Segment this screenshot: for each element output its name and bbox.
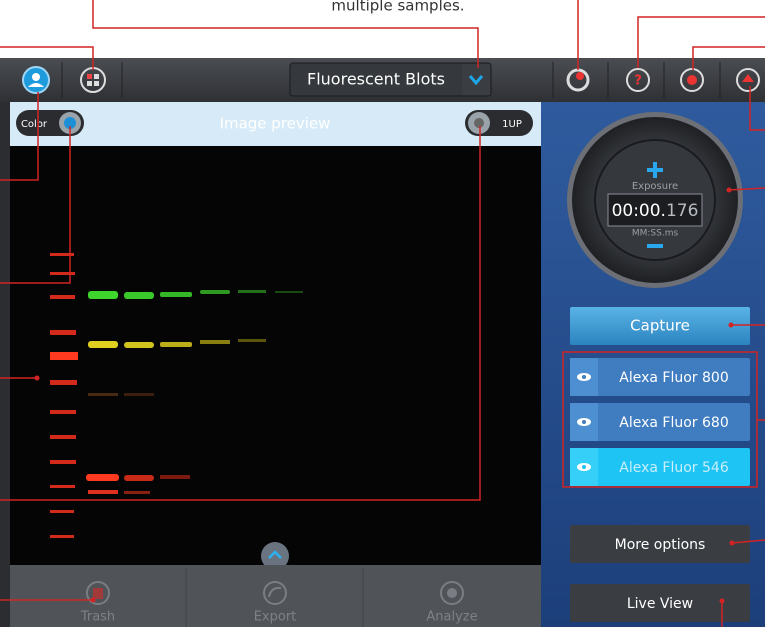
more-options-label: More options (615, 537, 706, 553)
channel-label: Alexa Fluor 680 (619, 415, 728, 431)
tab-label: Trash (80, 610, 115, 625)
time-ms: 176 (666, 201, 698, 221)
channel-label: Alexa Fluor 800 (619, 370, 728, 386)
preview-title: Image preview (220, 115, 331, 133)
channel-button[interactable]: Alexa Fluor 546 (570, 448, 750, 486)
tab-label: Export (254, 610, 297, 625)
capture-label: Capture (630, 317, 690, 335)
exposure-time: 00:00.176 (612, 201, 699, 221)
exposure-format: MM:SS.ms (632, 229, 679, 239)
blot-image (10, 146, 541, 565)
page: multiple samples. Fluorescent Blots ? Co… (0, 0, 765, 627)
channel-label: Alexa Fluor 546 (619, 460, 729, 476)
color-label: Color (21, 119, 48, 130)
channel-button[interactable]: Alexa Fluor 680 (570, 403, 750, 441)
annotation: multiple samples. (331, 0, 464, 15)
layout-label: 1UP (502, 119, 522, 130)
time-main: 00:00. (612, 201, 666, 221)
live-view-label: Live View (627, 596, 693, 612)
svg-text:?: ? (634, 74, 642, 89)
screenshot: multiple samples. Fluorescent Blots ? Co… (0, 0, 765, 627)
channel-button[interactable]: Alexa Fluor 800 (570, 358, 750, 396)
dropdown-label: Fluorescent Blots (307, 70, 445, 89)
exposure-label: Exposure (632, 181, 678, 192)
tab-label: Analyze (426, 610, 477, 625)
